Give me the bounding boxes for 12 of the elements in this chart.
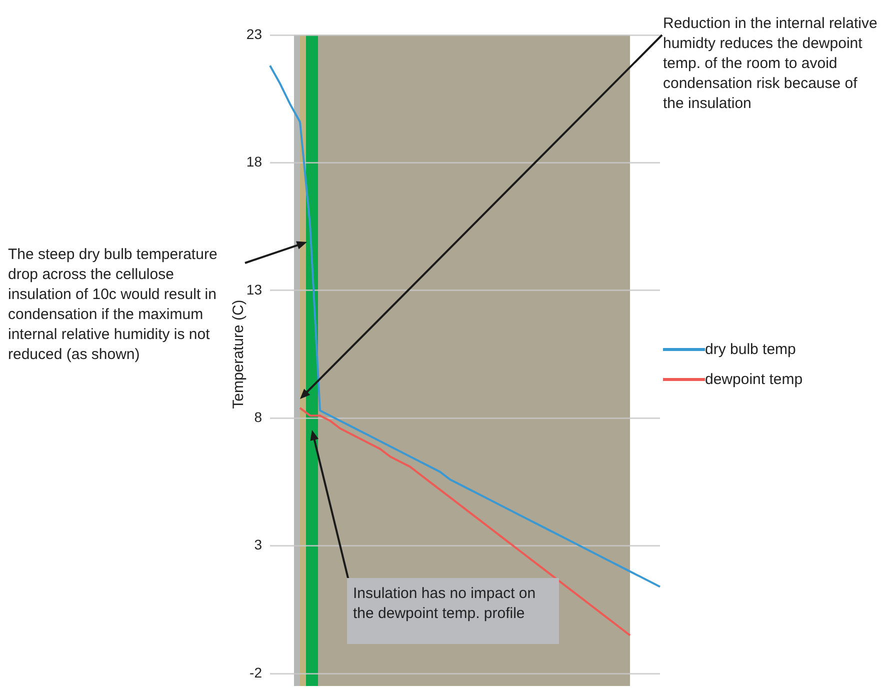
text: The steep dry bulb temperature drop across the cellulose insulation of 10c would result in condensation if the maximum internal relative humidity is not reduced (as shown) <box>8 245 218 365</box>
legend-label: dry bulb temp <box>705 340 796 358</box>
text: Reduction in the internal relative humidty reduces the dewpoint temp. of the room to avoid condensation risk because of the insulation <box>663 14 878 114</box>
y-axis-title: Temperature (C) <box>230 300 248 409</box>
y-tick-label: 8 <box>254 409 262 426</box>
y-tick-label: 23 <box>246 26 262 42</box>
y-tick-label: -2 <box>250 664 262 680</box>
y-tick-label: 3 <box>254 536 262 553</box>
legend-label: dewpoint temp <box>705 370 803 388</box>
y-tick-label: 18 <box>246 154 262 170</box>
annotation: Insulation has no impact on the dewpoint temp. profile <box>347 578 559 644</box>
y-tick-label: 13 <box>246 281 262 298</box>
